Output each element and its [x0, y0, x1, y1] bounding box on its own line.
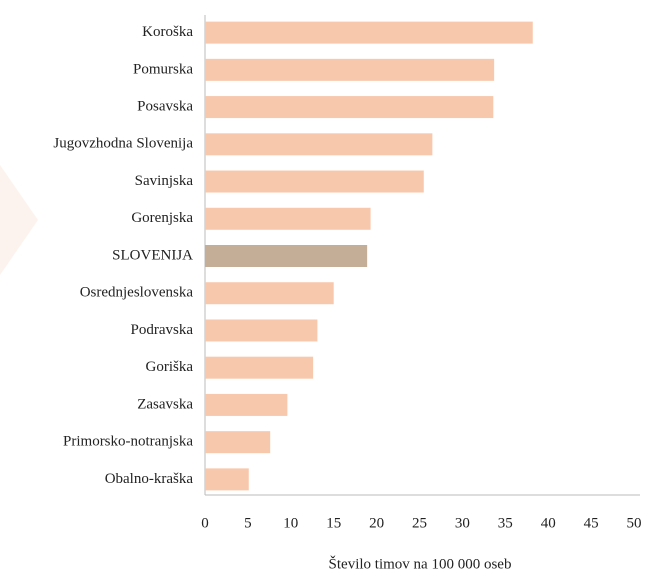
bar — [205, 96, 494, 119]
bar — [205, 207, 371, 230]
x-tick-label: 20 — [369, 515, 384, 531]
y-tick-label: Savinjska — [135, 173, 194, 189]
y-tick-label: Jugovzhodna Slovenija — [53, 136, 193, 152]
x-tick-label: 30 — [455, 515, 470, 531]
y-tick-label: Zasavska — [137, 396, 193, 412]
x-axis-title: Število timov na 100 000 oseb — [329, 555, 512, 572]
y-tick-label: Goriška — [146, 359, 194, 375]
y-tick-label: Koroška — [142, 24, 193, 40]
x-tick-label: 35 — [498, 515, 513, 531]
bar — [205, 393, 288, 416]
x-tick-label: 10 — [283, 515, 298, 531]
x-tick-label: 25 — [412, 515, 427, 531]
y-tick-label: Posavska — [137, 99, 193, 115]
bar — [205, 245, 368, 267]
bar — [205, 282, 334, 305]
x-tick-label: 15 — [326, 515, 341, 531]
bar — [205, 21, 533, 44]
bar — [205, 431, 271, 454]
y-tick-label: Osrednjeslovenska — [80, 285, 194, 301]
y-tick-label: Primorsko-notranjska — [63, 434, 193, 450]
x-tick-label: 50 — [627, 515, 642, 531]
bar — [205, 58, 495, 81]
bar — [205, 319, 318, 342]
bar — [205, 356, 314, 379]
y-tick-label: Podravska — [131, 322, 194, 338]
y-tick-label: SLOVENIJA — [112, 247, 193, 263]
bar — [205, 133, 433, 156]
x-tick-label: 45 — [584, 515, 599, 531]
bar — [205, 170, 424, 193]
y-tick-label: Pomurska — [133, 61, 193, 77]
x-tick-label: 0 — [201, 515, 209, 531]
y-tick-label: Obalno-kraška — [105, 471, 194, 487]
y-tick-label: Gorenjska — [131, 210, 193, 226]
x-tick-label: 40 — [541, 515, 556, 531]
decoration — [0, 165, 38, 275]
bar — [205, 468, 249, 491]
x-tick-label: 5 — [244, 515, 252, 531]
